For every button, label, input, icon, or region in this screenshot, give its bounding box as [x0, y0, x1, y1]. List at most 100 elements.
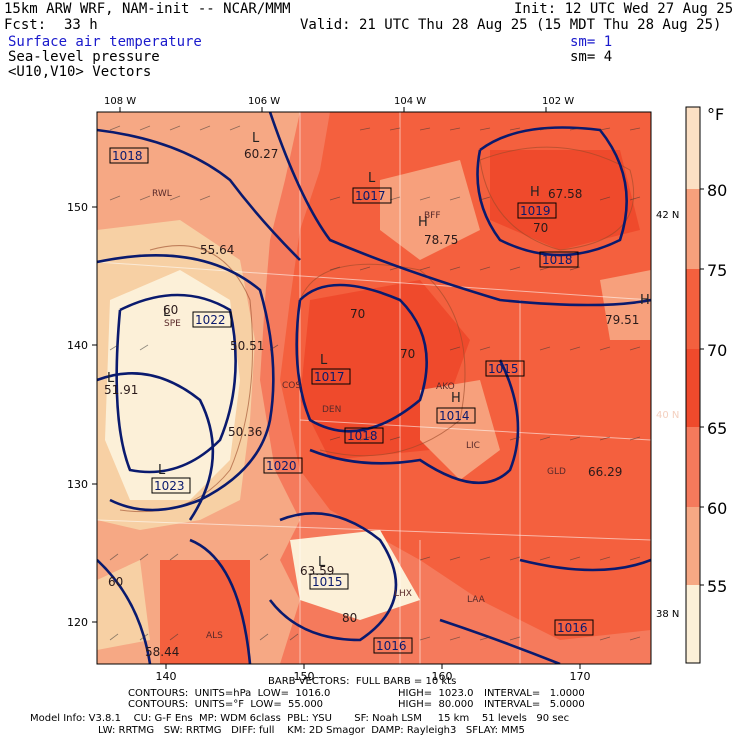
pressure-box: 1016: [373, 637, 413, 654]
model-info-line1: Model Info: V3.8.1 CU: G-F Ens MP: WDM 6…: [30, 713, 570, 724]
temperature-field: [97, 112, 651, 664]
temp-value: 50.51: [230, 339, 264, 353]
lat-label: 42 N: [656, 210, 679, 221]
pressure-box: 1018: [539, 251, 579, 268]
model-info-line2: LW: RRTMG SW: RRTMG DIFF: full KM: 2D Sm…: [98, 725, 525, 736]
pressure-box: 1016: [554, 619, 594, 636]
low-marker: L: [368, 171, 376, 186]
low-marker: L: [320, 353, 328, 368]
lon-label: 102 W: [542, 96, 574, 107]
pressure-box: 1018: [109, 147, 149, 164]
field-surface-temp: Surface air temperature: [8, 34, 202, 50]
high-marker: H: [530, 185, 540, 200]
field-vectors: <U10,V10> Vectors: [8, 64, 152, 80]
station-ids: RWL BFF AKO DEN LIC GLD COS LAA LHX ALS …: [152, 189, 566, 641]
pressure-box: 1022: [192, 311, 232, 328]
barb-legend: BARB VECTORS: FULL BARB = 10 kts: [268, 676, 457, 687]
forecast-label: Fcst:: [4, 17, 47, 33]
pressure-box: 1019: [517, 202, 557, 219]
contours-temp: CONTOURS: UNITS=°F LOW= 55.000: [128, 699, 324, 710]
y-tick-label: 130: [67, 478, 88, 491]
svg-text:1015: 1015: [312, 575, 343, 589]
station-id: ALS: [206, 631, 223, 641]
pressure-box: 1015: [309, 573, 349, 590]
low-marker: L: [252, 131, 260, 146]
pressure-box: 1017: [352, 187, 392, 204]
pressure-box: 1015: [485, 360, 525, 377]
temp-value: 66.29: [588, 465, 622, 479]
svg-text:1015: 1015: [488, 362, 519, 376]
temp-value: 51.91: [104, 383, 138, 397]
svg-text:1018: 1018: [347, 429, 378, 443]
station-id: DEN: [322, 405, 341, 415]
y-tick-label: 150: [67, 201, 88, 214]
temp-value: 70: [350, 307, 365, 321]
forecast-hour: 33 h: [64, 17, 98, 33]
high-marker: H: [640, 293, 650, 308]
colorbar-tick: 75: [707, 261, 727, 280]
svg-text:1017: 1017: [355, 189, 386, 203]
field-slp-smoothing: sm= 4: [570, 49, 613, 65]
svg-text:1014: 1014: [439, 409, 470, 423]
x-tick-label: 160: [432, 670, 453, 683]
high-low-markers: L L H H L L L H L L H: [107, 131, 650, 570]
high-marker: H: [451, 391, 461, 406]
colorbar-tick: 80: [707, 181, 727, 200]
valid-time: Valid: 21 UTC Thu 28 Aug 25 (15 MDT Thu …: [300, 17, 722, 33]
contours-temp-interval: INTERVAL= 5.0000: [484, 699, 585, 710]
pressure-box: 1017: [311, 368, 351, 385]
y-tick-label: 140: [67, 339, 88, 352]
temp-value: 50.36: [228, 425, 262, 439]
svg-text:1018: 1018: [542, 253, 573, 267]
temp-value: 67.58: [548, 187, 582, 201]
station-id: LHX: [394, 589, 412, 599]
low-marker: L: [318, 555, 326, 570]
station-id: LAA: [467, 595, 486, 605]
low-marker: L: [163, 305, 171, 320]
init-time: Init: 12 UTC Wed 27 Aug 25: [514, 1, 734, 17]
temperature-values: 60.27 55.64 78.75 67.58 70 50.51 50.36 5…: [104, 147, 639, 659]
lat-label: 40 N: [656, 410, 679, 421]
colorbar-tick: 55: [707, 577, 727, 596]
temp-value: 60: [163, 303, 178, 317]
svg-text:1020: 1020: [266, 459, 297, 473]
temp-value: 63.59: [300, 564, 334, 578]
contours-temp-high: HIGH= 80.000: [398, 699, 474, 710]
map-frame: [96, 111, 652, 665]
high-marker: H: [418, 215, 428, 230]
station-id: COS: [282, 381, 301, 391]
x-tick-label: 140: [156, 670, 177, 683]
latitude-labels: 42 N 40 N 38 N: [656, 210, 679, 620]
lon-label: 108 W: [104, 96, 136, 107]
temp-value: 70: [400, 347, 415, 361]
pressure-box: 1014: [436, 407, 476, 424]
temp-value: 78.75: [424, 233, 458, 247]
svg-text:1016: 1016: [376, 639, 407, 653]
svg-text:1022: 1022: [195, 313, 226, 327]
low-marker: L: [158, 463, 166, 478]
y-tick-label: 120: [67, 616, 88, 629]
model-title: 15km ARW WRF, NAM-init -- NCAR/MMM: [4, 1, 291, 17]
colorbar-unit: °F: [707, 105, 724, 124]
colorbar-tick: 65: [707, 419, 727, 438]
colorbar-tick: 70: [707, 341, 727, 360]
temp-value: 58.44: [145, 645, 179, 659]
station-id: LIC: [466, 441, 480, 451]
contours-pressure-interval: INTERVAL= 1.0000: [484, 688, 585, 699]
left-y-labels: 150 140 130 120: [67, 201, 88, 629]
svg-text:1023: 1023: [154, 479, 185, 493]
low-marker: L: [107, 371, 115, 386]
svg-text:1017: 1017: [314, 370, 345, 384]
station-id: GLD: [547, 467, 566, 477]
station-id: AKO: [436, 382, 455, 392]
field-slp: Sea-level pressure: [8, 49, 160, 65]
x-tick-label: 170: [570, 670, 591, 683]
x-tick-label: 150: [294, 670, 315, 683]
svg-text:1018: 1018: [112, 149, 143, 163]
station-id: SPE: [164, 319, 181, 329]
temp-value: 60.27: [244, 147, 278, 161]
pressure-labels: 1018 1017 1019 1018 1022 1017 1015 1014 …: [109, 147, 594, 654]
pressure-box: 1023: [151, 477, 191, 494]
colorbar: °F 80 75 70 65 60 55: [685, 105, 727, 664]
